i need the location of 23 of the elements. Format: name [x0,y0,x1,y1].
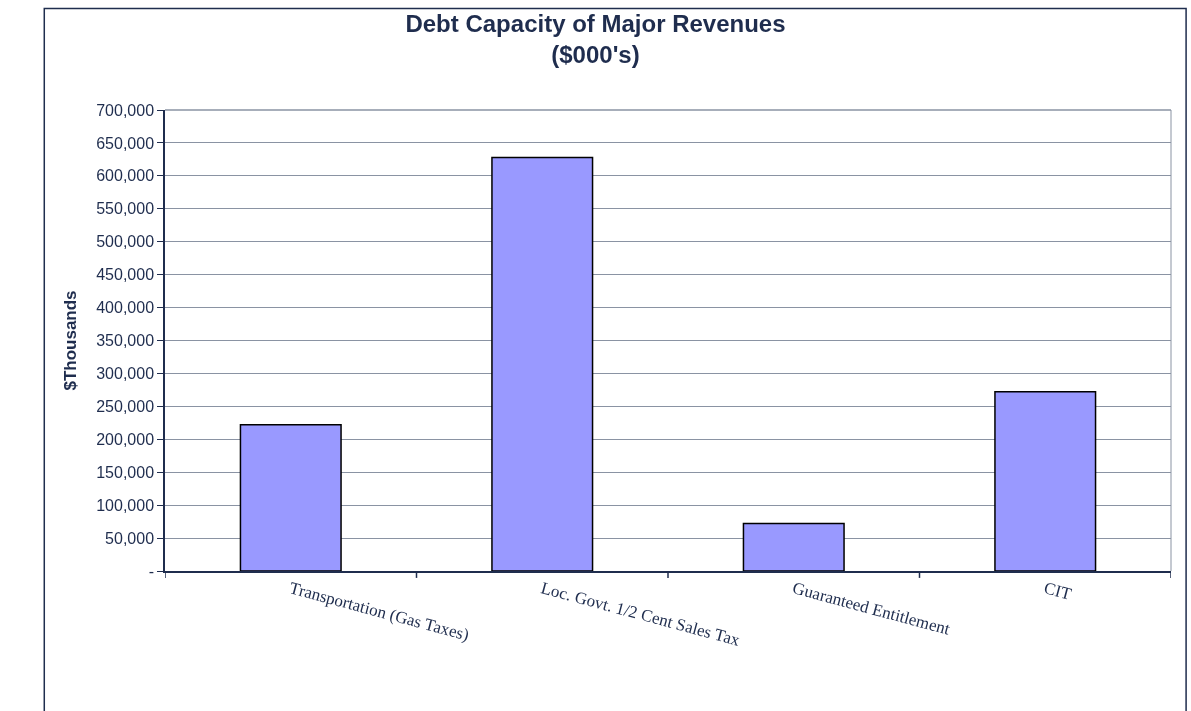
y-tick-label: 550,000 [96,200,155,218]
x-tick-label: Loc. Govt. 1/2 Cent Sales Tax [539,578,743,650]
bar [742,522,845,571]
chart-title: Debt Capacity of Major Revenues ($000's) [405,10,786,69]
y-tick-label: 150,000 [96,463,155,481]
bar [491,156,594,571]
y-tick-label: 400,000 [96,299,155,317]
y-tick-label: 100,000 [96,496,155,514]
y-axis-title: $Thousands [61,290,81,391]
y-tick-label: - [148,562,155,580]
y-tick-label: 650,000 [96,134,155,152]
y-tick-label: 600,000 [96,167,155,185]
bar [994,391,1097,571]
y-tick-label: 350,000 [96,332,155,350]
y-tick-label: 450,000 [96,266,155,284]
y-tick-label: 700,000 [96,101,155,119]
y-tick-label: 500,000 [96,233,155,251]
y-tick-label: 300,000 [96,365,155,383]
bar [239,424,342,571]
y-tick-label: 200,000 [96,430,155,448]
y-tick-label: 50,000 [105,529,155,547]
y-tick-label: 250,000 [96,397,155,415]
x-tick-label: CIT [1042,578,1074,604]
